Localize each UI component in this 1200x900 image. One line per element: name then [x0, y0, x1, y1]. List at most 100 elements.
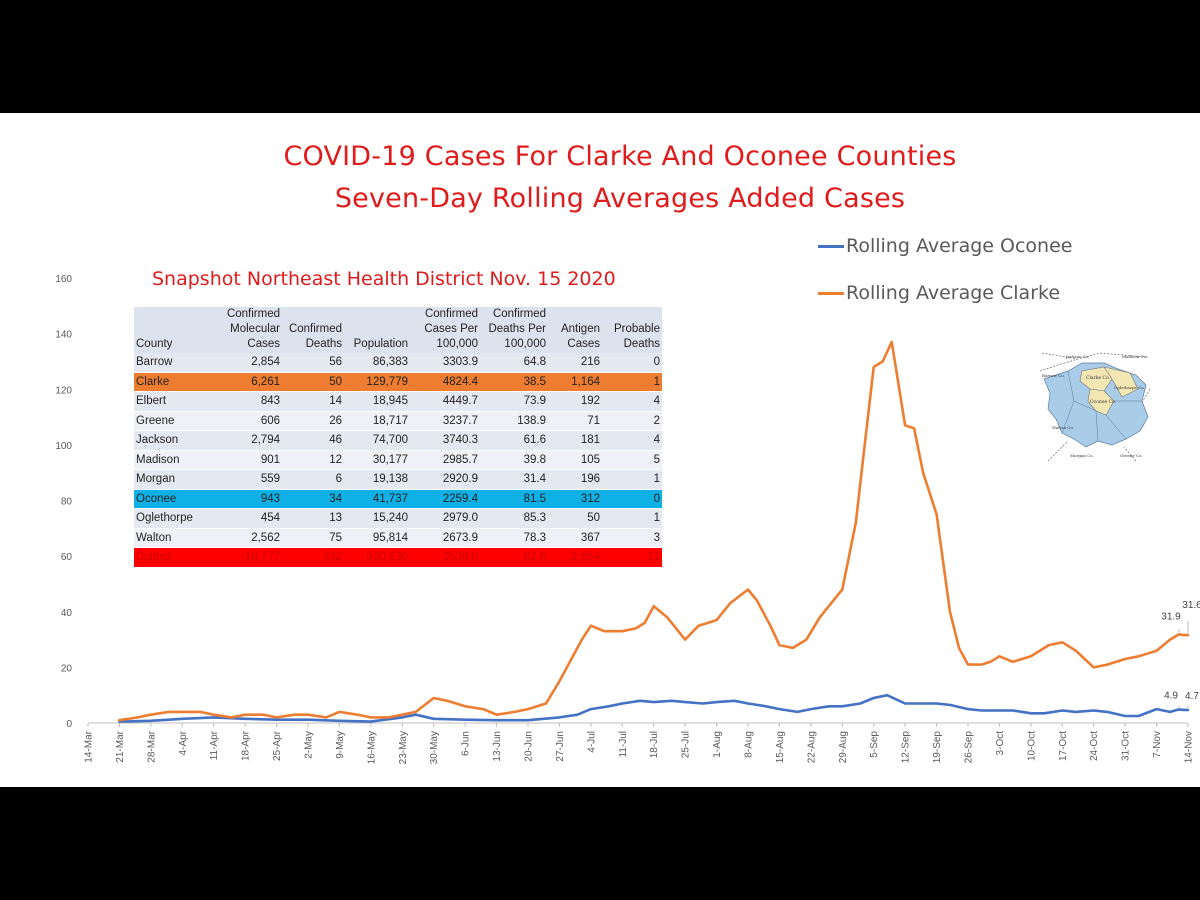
x-tick-label: 25-Jul: [681, 731, 692, 758]
legend-swatch-oconee: [818, 245, 844, 248]
map-label-clarke: Clarke Co.: [1086, 375, 1111, 381]
x-tick-label: 4-Jul: [586, 731, 597, 753]
cell-antigen-cases: 2,854: [548, 547, 602, 568]
cell-antigen-cases: 196: [548, 469, 602, 490]
cell-confirmed-molecular-cases: 6,261: [202, 372, 282, 392]
cell-deaths-per-100k: 62.6: [480, 547, 548, 568]
legend-label-clarke: Rolling Average Clarke: [846, 282, 1061, 304]
cell-confirmed-deaths: 75: [282, 528, 344, 548]
y-tick-label: 0: [66, 719, 72, 730]
cell-probable-deaths: 1: [602, 372, 662, 392]
map-county-boundaries: [1061, 370, 1142, 442]
cell-population: 18,717: [344, 411, 410, 431]
cell-antigen-cases: 216: [548, 353, 602, 373]
cell-cases-per-100k: 2985.7: [410, 450, 480, 470]
x-tick-label: 10-Oct: [1026, 731, 1037, 761]
cell-confirmed-deaths: 50: [282, 372, 344, 392]
header-probable-deaths: Probable Deaths: [602, 307, 662, 353]
cell-population: 530,630: [344, 547, 410, 568]
x-tick-label: 18-Jul: [649, 731, 660, 758]
cell-confirmed-molecular-cases: 943: [202, 489, 282, 509]
y-tick-label: 100: [55, 441, 72, 452]
map-label-walton: Walton Co.: [1052, 425, 1074, 430]
cell-county: Barrow: [134, 353, 202, 373]
cell-deaths-per-100k: 73.9: [480, 391, 548, 412]
table-row-walton: Walton 2,562 75 95,814 2673.9 78.3 367 3: [134, 528, 662, 548]
cell-probable-deaths: 21: [602, 547, 662, 568]
series-line-rolling-average-oconee: [118, 693, 1190, 723]
header-deaths-per-100k: Confirmed Deaths Per 100,000: [480, 307, 548, 353]
cell-confirmed-molecular-cases: 901: [202, 450, 282, 470]
health-district-map: Jackson Co. Madison Co. Clarke Co. Barro…: [1039, 352, 1151, 462]
y-tick-label: 140: [55, 330, 72, 341]
cell-probable-deaths: 3: [602, 528, 662, 548]
header-antigen-cases: Antigen Cases: [548, 307, 602, 353]
cell-confirmed-molecular-cases: 606: [202, 411, 282, 431]
y-tick-label: 120: [55, 385, 72, 396]
data-label: 4.9: [1164, 690, 1178, 701]
cell-antigen-cases: 192: [548, 391, 602, 412]
cell-cases-per-100k: 4449.7: [410, 391, 480, 412]
cell-county: Jackson: [134, 430, 202, 451]
cell-probable-deaths: 1: [602, 508, 662, 529]
cell-confirmed-deaths: 14: [282, 391, 344, 412]
cell-population: 30,177: [344, 450, 410, 470]
y-tick-label: 40: [61, 608, 73, 619]
cell-population: 129,779: [344, 372, 410, 392]
table-row-oglethorpe: Oglethorpe 454 13 15,240 2979.0 85.3 50 1: [134, 508, 662, 529]
cell-confirmed-deaths: 12: [282, 450, 344, 470]
cell-cases-per-100k: 4824.4: [410, 372, 480, 392]
cell-confirmed-deaths: 26: [282, 411, 344, 431]
legend-label-oconee: Rolling Average Oconee: [846, 235, 1073, 257]
table-row-district: District 18,777 332 530,630 3538.6 62.6 2,854 2…: [134, 547, 662, 568]
x-tick-label: 26-Sep: [964, 731, 975, 764]
cell-population: 19,138: [344, 469, 410, 490]
cell-antigen-cases: 181: [548, 430, 602, 451]
y-tick-label: 160: [55, 274, 72, 285]
cell-deaths-per-100k: 85.3: [480, 508, 548, 529]
x-tick-label: 18-Apr: [241, 730, 252, 761]
cell-confirmed-deaths: 13: [282, 508, 344, 529]
snapshot-table-body: Barrow 2,854 56 86,383 3303.9 64.8 216 0 Clarke 6…: [134, 353, 662, 568]
cell-deaths-per-100k: 39.8: [480, 450, 548, 470]
cell-county: Oglethorpe: [134, 508, 202, 529]
cell-county: Oconee: [134, 489, 202, 509]
x-tick-label: 24-Oct: [1089, 731, 1100, 761]
header-confirmed-molecular-cases: Confirmed Molecular Cases: [202, 307, 282, 353]
x-tick-label: 6-Jun: [461, 731, 472, 756]
table-row-morgan: Morgan 559 6 19,138 2920.9 31.4 196 1: [134, 469, 662, 490]
cell-antigen-cases: 367: [548, 528, 602, 548]
cell-antigen-cases: 50: [548, 508, 602, 529]
map-label-jackson: Jackson Co.: [1065, 354, 1090, 359]
x-tick-label: 27-Jun: [555, 731, 566, 762]
cell-county: Morgan: [134, 469, 202, 490]
x-tick-label: 11-Apr: [209, 730, 220, 760]
cell-confirmed-molecular-cases: 2,562: [202, 528, 282, 548]
cell-population: 15,240: [344, 508, 410, 529]
cell-probable-deaths: 5: [602, 450, 662, 470]
x-tick-label: 21-Mar: [115, 730, 126, 762]
table-row-elbert: Elbert 843 14 18,945 4449.7 73.9 192 4: [134, 391, 662, 412]
map-label-oglethorpe: Oglethorpe Co.: [1114, 385, 1145, 390]
x-tick-label: 23-May: [398, 731, 409, 764]
legend-swatch-clarke: [818, 292, 844, 295]
cell-confirmed-deaths: 46: [282, 430, 344, 451]
x-tick-label: 17-Oct: [1058, 731, 1069, 761]
x-tick-label: 11-Jul: [618, 731, 629, 758]
cell-cases-per-100k: 3303.9: [410, 353, 480, 373]
x-tick-label: 25-Apr: [272, 730, 283, 761]
data-label: 4.7: [1185, 691, 1199, 702]
cell-deaths-per-100k: 38.5: [480, 372, 548, 392]
x-tick-label: 8-Aug: [744, 731, 755, 758]
cell-county: Clarke: [134, 372, 202, 392]
map-label-morgan: Morgan Co.: [1070, 453, 1094, 458]
x-tick-label: 13-Jun: [492, 731, 503, 762]
cell-deaths-per-100k: 81.5: [480, 489, 548, 509]
cell-cases-per-100k: 2673.9: [410, 528, 480, 548]
cell-cases-per-100k: 3740.3: [410, 430, 480, 451]
x-tick-label: 20-Jun: [524, 731, 535, 762]
cell-cases-per-100k: 3237.7: [410, 411, 480, 431]
cell-county: Madison: [134, 450, 202, 470]
x-tick-label: 14-Nov: [1184, 731, 1195, 763]
legend-item-clarke: Rolling Average Clarke: [818, 282, 1060, 304]
